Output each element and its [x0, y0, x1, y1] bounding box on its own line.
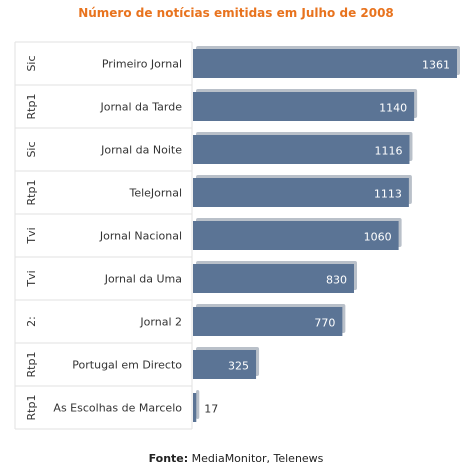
value-label: 830 — [326, 274, 347, 287]
category-label: Jornal da Uma — [104, 273, 182, 286]
group-label: Tvi — [25, 270, 38, 287]
group-label: Rtp1 — [25, 180, 38, 206]
value-label: 1116 — [374, 145, 402, 158]
bar-1 — [193, 49, 457, 78]
category-label: Jornal da Tarde — [99, 101, 182, 114]
source-note: Fonte: MediaMonitor, Telenews — [0, 452, 472, 465]
value-label: 1113 — [374, 188, 402, 201]
bar-2 — [193, 92, 415, 121]
value-label: 1060 — [364, 231, 392, 244]
category-label: Jornal Nacional — [99, 230, 182, 243]
category-label: Jornal 2 — [139, 316, 182, 329]
group-label: 2: — [25, 316, 38, 327]
value-label: 325 — [228, 360, 249, 373]
category-label: Jornal da Noite — [100, 144, 182, 157]
bar-6 — [193, 264, 354, 293]
category-label: TeleJornal — [128, 187, 182, 200]
source-label: Fonte: — [148, 452, 189, 465]
group-label: Rtp1 — [25, 395, 38, 421]
group-label: Sic — [25, 141, 38, 157]
category-label: As Escolhas de Marcelo — [53, 402, 182, 415]
value-label: 1140 — [379, 102, 407, 115]
bar-shadow — [196, 390, 200, 419]
group-label: Rtp1 — [25, 94, 38, 120]
category-label: Primeiro Jornal — [102, 58, 182, 71]
text-layer: Sic Primeiro Jornal 1361 Rtp1 Jornal da Tard… — [25, 55, 450, 420]
bar-7 — [193, 307, 343, 336]
source-text: MediaMonitor, Telenews — [191, 452, 324, 465]
value-label: 17 — [204, 403, 218, 416]
bar-layer — [193, 49, 457, 422]
group-label: Sic — [25, 55, 38, 71]
category-label: Portugal em Directo — [72, 359, 182, 372]
group-label: Tvi — [25, 227, 38, 244]
group-label: Rtp1 — [25, 352, 38, 378]
value-label: 1361 — [422, 59, 450, 72]
bar-5 — [193, 221, 399, 250]
bar-3 — [193, 135, 410, 164]
grid-layer — [14, 41, 193, 430]
bar-9 — [193, 393, 197, 422]
value-label: 770 — [314, 317, 335, 330]
chart-title: Número de notícias emitidas em Julho de … — [78, 6, 394, 20]
bar-4 — [193, 178, 409, 207]
bar-8 — [193, 350, 257, 379]
